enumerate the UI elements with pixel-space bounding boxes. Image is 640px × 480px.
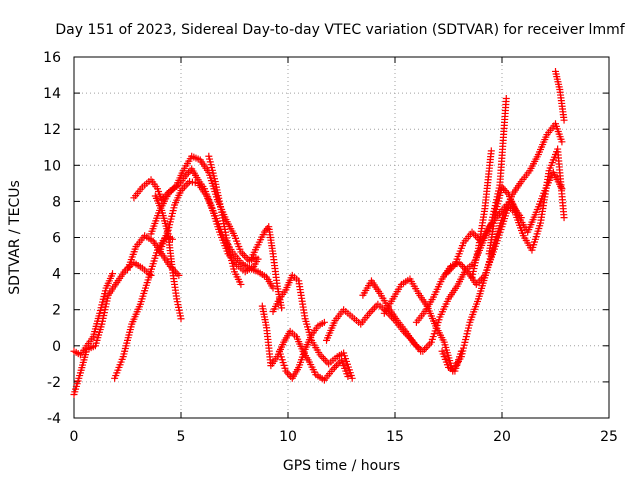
data-point [424, 342, 432, 350]
x-tick-label: 15 [386, 429, 404, 445]
series-track-19 [438, 347, 465, 375]
data-point [460, 264, 468, 272]
series-track-13 [275, 318, 328, 382]
data-point [422, 344, 430, 352]
y-tick-label: -2 [47, 375, 61, 391]
data-point [421, 345, 429, 353]
data-point [109, 270, 117, 278]
series-track-2 [70, 270, 117, 359]
x-tick-label: 5 [177, 429, 186, 445]
data-point [240, 252, 248, 260]
x-axis-label: GPS time / hours [283, 458, 400, 474]
data-point [344, 372, 352, 380]
data-point [278, 304, 286, 312]
y-tick-label: 0 [52, 339, 61, 355]
axis-ticks: 0 5 10 15 20 25 -4 -2 0 2 4 6 8 10 12 14 16 [43, 50, 618, 445]
data-point [269, 284, 277, 292]
x-tick-label: 0 [70, 429, 79, 445]
data-point [367, 308, 375, 316]
series-track-1 [70, 259, 155, 399]
y-tick-label: 2 [52, 303, 61, 319]
y-tick-label: 12 [43, 122, 61, 138]
series-track-20 [485, 183, 525, 258]
data-point [321, 356, 329, 364]
y-tick-label: 4 [52, 267, 61, 283]
data-point [332, 362, 340, 370]
y-tick-label: 14 [43, 86, 61, 102]
data-point [370, 304, 378, 312]
data-point [348, 374, 356, 382]
y-tick-label: -4 [47, 411, 61, 427]
series-track-11 [258, 302, 352, 384]
data-point [560, 116, 568, 124]
y-tick-label: 10 [43, 158, 61, 174]
series-track-15 [359, 95, 510, 355]
series-track-17 [412, 169, 566, 326]
data-point [331, 363, 339, 371]
series-track-21 [468, 147, 495, 281]
data-point [558, 138, 566, 146]
data-point [517, 214, 525, 222]
data-point [320, 354, 328, 362]
data-point [502, 95, 510, 103]
data-point [184, 169, 192, 177]
data-point [471, 232, 479, 240]
series-track-8 [151, 192, 185, 323]
data-point [244, 255, 252, 263]
y-tick-label: 16 [43, 50, 61, 66]
series-track-14 [323, 300, 425, 355]
x-tick-label: 20 [493, 429, 511, 445]
data-point [285, 371, 293, 379]
data-point [320, 318, 328, 326]
y-tick-label: 8 [52, 194, 61, 210]
x-tick-label: 25 [600, 429, 618, 445]
data-point [180, 183, 188, 191]
series-track-9 [205, 152, 245, 288]
data-point [318, 353, 326, 361]
data-point [560, 214, 568, 222]
data-point [457, 347, 465, 355]
series-track-4 [124, 232, 183, 279]
series-track-6 [147, 152, 260, 265]
chart-title: Day 151 of 2023, Sidereal Day-to-day VTE… [55, 22, 625, 38]
grid-lines [74, 57, 609, 418]
series-track-5 [130, 165, 262, 276]
series-track-22 [552, 67, 568, 124]
data-point [369, 306, 377, 314]
data-series [70, 67, 568, 399]
x-tick-label: 10 [279, 429, 297, 445]
y-tick-label: 6 [52, 231, 61, 247]
series-track-3 [111, 232, 176, 382]
data-point [237, 280, 245, 288]
y-axis-label: SDTVAR / TECUs [7, 180, 23, 295]
data-point [487, 147, 495, 155]
data-point [177, 315, 185, 323]
data-point [183, 170, 191, 178]
